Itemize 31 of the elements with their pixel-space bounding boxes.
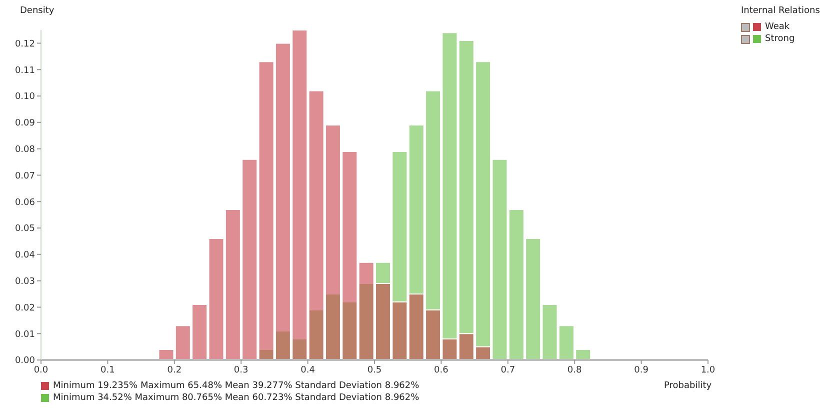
legend-label: Weak [765,22,790,32]
y-tick-label: 0.02 [14,303,35,314]
x-tick-label: 0.3 [234,365,248,376]
y-tick-label: 0.10 [14,92,36,102]
y-tick-label: 0.05 [14,224,35,234]
x-tick-label: 0.1 [100,365,115,376]
x-tick-label: 0.0 [34,365,48,376]
x-tick-label: 1.0 [700,365,716,376]
x-tick-label: 0.9 [634,365,649,376]
y-tick-label: 0.01 [14,330,35,340]
text: Minimum 34.52% Maximum 80.765% Mean 60.723% Standard Deviation 8.962% [53,393,420,403]
y-tick-label: 0.07 [14,171,35,182]
x-tick-label: 0.5 [367,365,382,376]
legend-title: Internal Relations [741,6,821,16]
y-tick-label: 0.11 [14,66,35,76]
y-tick-label: 0.03 [14,276,35,287]
y-axis-title: Density [20,6,54,16]
x-axis-title: Probability [664,381,712,391]
legend-label: Strong [765,34,795,44]
y-tick-label: 0.04 [14,250,36,261]
text: Minimum 19.235% Maximum 65.48% Mean 39.277% Standard Deviation 8.962% [53,381,420,391]
y-tick-label: 0.00 [14,356,36,366]
x-tick-label: 0.2 [167,365,182,376]
x-tick-label: 0.7 [500,365,516,376]
y-tick-label: 0.08 [14,144,36,155]
x-tick-label: 0.6 [434,365,449,376]
y-tick-label: 0.12 [14,39,35,50]
y-tick-label: 0.09 [14,118,36,129]
y-tick-label: 0.06 [14,198,36,208]
x-tick-label: 0.4 [300,365,316,376]
x-tick-label: 0.8 [567,365,582,376]
